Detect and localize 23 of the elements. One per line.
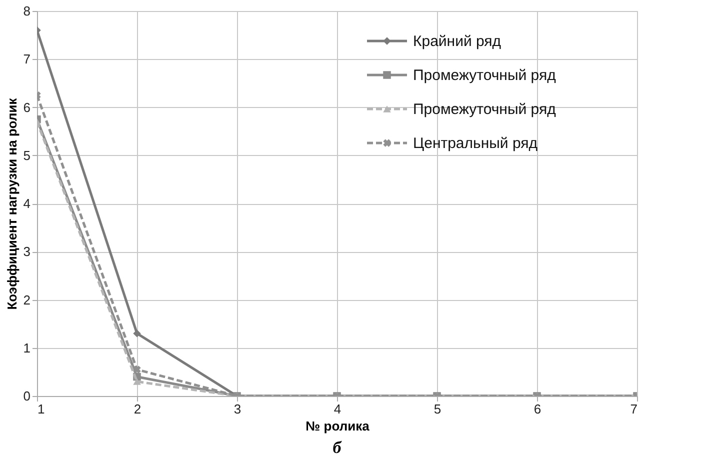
x-tick-label: 5 [434, 402, 442, 416]
y-tick-label: 1 [23, 340, 30, 356]
legend-label: Крайний ряд [413, 33, 502, 50]
y-tick-label: 8 [23, 4, 30, 18]
y-tick-label: 6 [23, 100, 30, 115]
y-tick-label: 0 [23, 388, 30, 404]
x-tick-label: 6 [534, 402, 542, 416]
y-tick-label: 2 [23, 292, 30, 308]
x-tick-label: 1 [38, 402, 45, 416]
y-axis-title: Коэффициент нагрузки на ролик [4, 98, 20, 310]
y-tick-label: 5 [23, 148, 30, 163]
y-tick-label: 7 [23, 52, 30, 67]
x-tick-label: 2 [134, 402, 142, 416]
legend-label: Центральный ряд [413, 135, 538, 152]
legend-label: Промежуточный ряд [413, 101, 556, 118]
y-tick-label: 3 [23, 244, 30, 260]
x-tick-label: 7 [630, 402, 638, 416]
x-tick-label: 3 [234, 402, 242, 416]
x-tick-label: 4 [334, 402, 342, 416]
text: б [332, 438, 343, 457]
x-axis-title: № ролика [306, 418, 370, 434]
legend-label: Промежуточный ряд [413, 67, 556, 84]
y-tick-label: 4 [23, 196, 30, 211]
